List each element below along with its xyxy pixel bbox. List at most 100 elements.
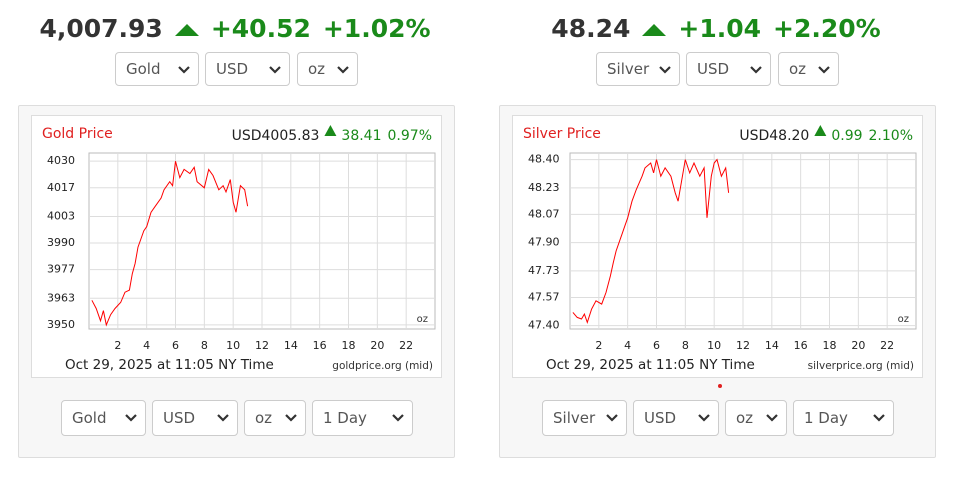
chevron-path (269, 66, 281, 74)
chart: 3950 3963 3977 3990 4003 4017 4030 2 4 6 8 10 12 14 16… (42, 125, 436, 373)
chevron-path (337, 66, 349, 74)
chevron-path (659, 66, 671, 74)
chevron-path (698, 414, 710, 422)
y-tick-label: 48.07 (528, 207, 560, 220)
chevron (125, 414, 137, 422)
dropdown[interactable]: Gold (61, 400, 146, 436)
y-tick-label: 47.40 (528, 319, 560, 332)
price-header: 4,007.93 +40.52 +1.02% (0, 14, 470, 43)
chart-box: 47.40 47.57 47.73 47.90 48.07 48.23 48.40 2 4 6 8 1… (512, 115, 923, 378)
chevron (698, 414, 710, 422)
timestamp: Oct 29, 2025 at 11:05 NY Time (546, 357, 755, 373)
timestamp: Oct 29, 2025 at 11:05 NY Time (65, 357, 274, 373)
x-tick-label: 22 (880, 339, 894, 352)
change: +1.04 (678, 14, 762, 43)
indicator-dot (718, 384, 722, 388)
price: 4,007.93 (39, 14, 163, 43)
dropdown[interactable]: Silver (542, 400, 627, 436)
dropdown[interactable]: Gold (115, 52, 199, 86)
dropdown[interactable]: 1 Day (312, 400, 413, 436)
chevron (818, 66, 830, 74)
x-tick-label: 2 (595, 339, 602, 352)
y-tick-label: 48.23 (528, 181, 560, 194)
price-header: 48.24 +1.04 +2.20% (481, 14, 951, 43)
dropdown[interactable]: USD (686, 52, 771, 86)
x-tick-label: 20 (851, 339, 865, 352)
y-tick-label: 3950 (47, 318, 75, 331)
y-tick-label: 47.90 (528, 236, 560, 249)
y-tick-label: 3963 (47, 291, 75, 304)
dropdown-label: 1 Day (323, 409, 367, 427)
dropdown[interactable]: USD (205, 52, 290, 86)
chart: 47.40 47.57 47.73 47.90 48.07 48.23 48.40 2 4 6 8 1… (523, 125, 917, 373)
source: silverprice.org (mid) (808, 360, 914, 372)
dropdown[interactable]: USD (633, 400, 719, 436)
dropdown[interactable]: USD (152, 400, 238, 436)
chart-title: Gold Price (42, 126, 113, 142)
x-tick-label: 10 (226, 339, 240, 352)
chevron (269, 66, 281, 74)
chevron (606, 414, 618, 422)
up-arrow (174, 23, 199, 36)
x-tick-label: 16 (794, 339, 808, 352)
dropdown-label: USD (216, 60, 249, 78)
x-tick-label: 18 (342, 339, 356, 352)
chevron-path (873, 414, 885, 422)
chevron-path (766, 414, 778, 422)
quote-change-pct: 2.10% (869, 128, 913, 144)
chevron (392, 414, 404, 422)
chevron (873, 414, 885, 422)
x-tick-label: 18 (823, 339, 837, 352)
dropdown[interactable]: oz (778, 52, 839, 86)
chevron (766, 414, 778, 422)
x-tick-label: 10 (707, 339, 721, 352)
chart-title: Silver Price (523, 126, 601, 142)
dropdown[interactable]: Silver (596, 52, 680, 86)
x-tick-label: 4 (624, 339, 631, 352)
quote-arrow (324, 125, 337, 136)
price-line (572, 158, 730, 324)
dropdown[interactable]: oz (297, 52, 358, 86)
chart-box: 3950 3963 3977 3990 4003 4017 4030 2 4 6 8 10 12 14 16… (31, 115, 442, 378)
dropdown[interactable]: oz (725, 400, 787, 436)
x-tick-label: 20 (370, 339, 384, 352)
x-tick-label: 12 (255, 339, 269, 352)
y-tick-label: 3977 (47, 263, 75, 276)
x-tick-label: 6 (172, 339, 179, 352)
quote-price: USD4005.83 (232, 128, 320, 144)
chevron-path (178, 66, 190, 74)
dropdown-label: Gold (126, 60, 161, 78)
up-arrow-shape (642, 23, 667, 36)
x-tick-label: 14 (765, 339, 779, 352)
quote-arrow (814, 125, 827, 136)
dropdown-label: Silver (607, 60, 650, 78)
dropdown-label: USD (163, 409, 196, 427)
change-pct: +1.02% (322, 14, 431, 43)
dropdown-label: oz (255, 409, 273, 427)
chevron-path (750, 66, 762, 74)
dropdown[interactable]: 1 Day (793, 400, 894, 436)
y-tick-label: 48.40 (528, 153, 560, 166)
change: +40.52 (210, 14, 311, 43)
unit-label: oz (898, 314, 909, 325)
chevron (178, 66, 190, 74)
up-arrow-shape (174, 23, 199, 36)
x-tick-label: 4 (143, 339, 150, 352)
dropdown-label: USD (697, 60, 730, 78)
quote-change: 0.99 (831, 128, 862, 144)
quote-price: USD48.20 (739, 128, 809, 144)
x-tick-label: 8 (201, 339, 208, 352)
y-tick-label: 47.73 (528, 264, 560, 277)
chevron (750, 66, 762, 74)
chevron (659, 66, 671, 74)
price-line (91, 161, 249, 327)
dropdown[interactable]: oz (244, 400, 306, 436)
chevron-path (285, 414, 297, 422)
quote-change-pct: 0.97% (388, 128, 432, 144)
chevron-path (217, 414, 229, 422)
dropdown-label: oz (736, 409, 754, 427)
x-tick-label: 8 (682, 339, 689, 352)
chevron (217, 414, 229, 422)
chevron-path (125, 414, 137, 422)
dropdown-label: Silver (553, 409, 596, 427)
